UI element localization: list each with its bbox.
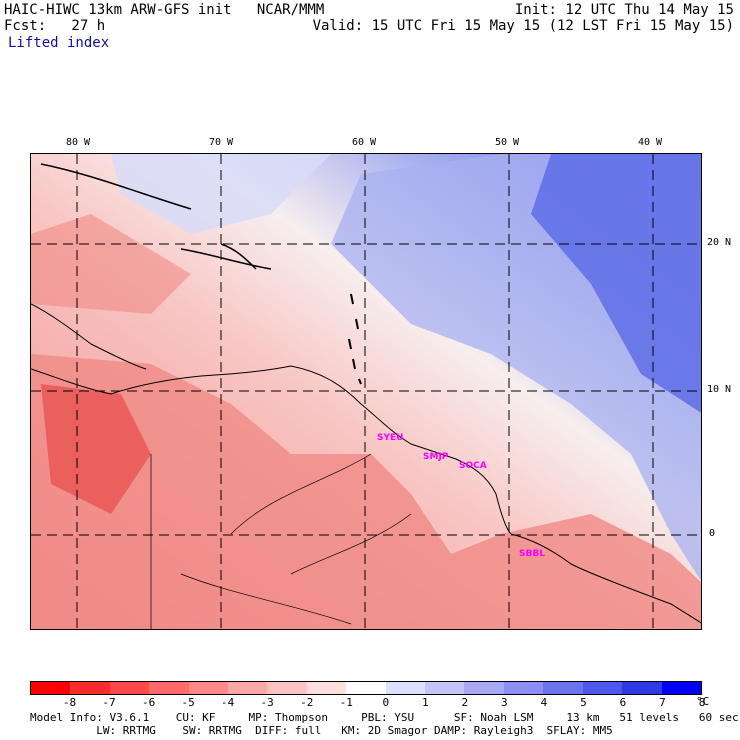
lon-label-80w: 80 W [66, 137, 91, 148]
colorbar-cell [149, 682, 189, 694]
colorbar-tick-label: -4 [221, 696, 235, 709]
lon-label-50w: 50 W [495, 137, 520, 148]
lat-label-10n: 10 N [707, 384, 732, 395]
caribbean-islands [40, 163, 272, 270]
political-borders [150, 453, 412, 629]
colorbar-cell [306, 682, 347, 694]
strong-stable-region [531, 154, 701, 413]
station-syeu: SYEU [377, 433, 404, 443]
forecast-hour: Fcst: 27 h [4, 18, 106, 34]
lat-label-20n: 20 N [707, 237, 732, 248]
colorbar-tick-label: 3 [501, 696, 508, 709]
lesser-antilles [348, 293, 362, 385]
colorbar-cell [543, 682, 583, 694]
colorbar-cell [582, 682, 623, 694]
colorbar-tick-label: 5 [580, 696, 587, 709]
colorbar-tick-label: 1 [421, 696, 429, 709]
colorbar-cell [267, 682, 307, 694]
colorbar-tick-label: -1 [339, 696, 353, 709]
map-canvas [31, 154, 701, 629]
init-time: Init: 12 UTC Thu 14 May 15 [514, 2, 734, 18]
colorbar-cell [661, 682, 701, 694]
colorbar-tick-label: -5 [181, 696, 195, 709]
colorbar-tick-label: 0 [382, 696, 390, 709]
colorbar-cell [464, 682, 504, 694]
lifted-index-map: SYEU SMJP SOCA SBBL [30, 153, 702, 630]
model-info-line-2: LW: RRTMG SW: RRTMG DIFF: full KM: 2D Sm… [30, 724, 613, 737]
lon-label-70w: 70 W [209, 137, 234, 148]
model-info-line-1: Model Info: V3.6.1 CU: KF MP: Thompson P… [30, 711, 739, 724]
unstable-region [31, 354, 701, 629]
colorbar-cell [31, 682, 71, 694]
colorbar-cell [109, 682, 150, 694]
colorbar-tick-label: 8 [698, 696, 706, 709]
colorbar-tick-label: -7 [102, 696, 116, 709]
colorbar-cell [70, 682, 110, 694]
colorbar-tick-label: -3 [260, 696, 274, 709]
colorbar-cell [425, 682, 465, 694]
colorbar-cell [228, 682, 268, 694]
colorbar-cell [622, 682, 662, 694]
south-america-coastline [31, 365, 701, 624]
strong-unstable-region [41, 384, 151, 514]
colorbar-tick-label: 7 [659, 696, 666, 709]
lat-label-0: 0 [709, 528, 716, 539]
colorbar-unit: °C [696, 695, 710, 708]
station-sbbl: SBBL [519, 549, 545, 559]
colorbar-cell [188, 682, 229, 694]
central-america-coastline [31, 303, 147, 370]
field-name: Lifted index [8, 35, 110, 51]
colorbar-tick-label: -6 [141, 696, 156, 709]
colorbar-tick-label: -8 [62, 696, 77, 709]
colorbar-tick-label: -2 [300, 696, 314, 709]
product-title: HAIC-HIWC 13km ARW-GFS init NCAR/MMM [4, 2, 325, 18]
colorbar-cell [503, 682, 544, 694]
colorbar-tick-label: 4 [540, 696, 548, 709]
valid-time: Valid: 15 UTC Fri 15 May 15 (12 LST Fri … [312, 18, 734, 34]
unstable-region-caribbean [31, 214, 191, 314]
colorbar-cell [385, 682, 426, 694]
colorbar-tick-label: 2 [461, 696, 469, 709]
colorbar-tick-label: 6 [619, 696, 627, 709]
lon-label-40w: 40 W [638, 137, 663, 148]
station-smjp: SMJP [423, 452, 449, 462]
station-soca: SOCA [459, 461, 487, 471]
colorbar [30, 681, 702, 695]
graticule [31, 154, 701, 629]
lon-label-60w: 60 W [352, 137, 377, 148]
colorbar-cell [346, 682, 386, 694]
